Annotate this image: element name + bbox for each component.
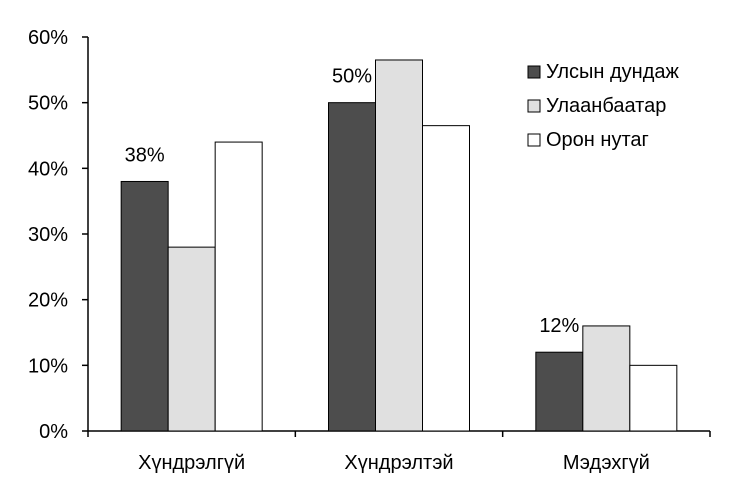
legend: Улсын дундаж Улаанбаатар Орон нутаг [527,61,680,151]
y-tick-label: 30% [28,224,68,246]
bar [375,59,423,432]
data-label: 50% [332,66,372,88]
data-label: 12% [539,315,579,337]
bar [328,102,376,432]
category-label: Мэдэхгүй [563,452,650,474]
bars [120,59,678,432]
category-labels: Хүндрэлгүй Хүндрэлтэй Мэдэхгүй [138,452,650,474]
legend-label: Улаанбаатар [546,95,666,117]
y-tick-label: 10% [28,355,68,377]
bar [214,141,263,432]
y-tick-label: 20% [28,290,68,312]
legend-label: Улсын дундаж [546,61,680,83]
bar [422,125,470,432]
bar [535,351,584,432]
y-tick-label: 0% [39,421,68,443]
bar [167,246,216,432]
category-label: Хүндрэлгүй [138,452,245,474]
y-axis-ticks: 0% 10% 20% 30% 40% 50% 60% [28,27,88,443]
legend-swatch [527,99,541,113]
y-tick-label: 50% [28,93,68,115]
legend-swatch [527,65,541,79]
data-labels: 38% 50% 12% [125,66,580,338]
bar [582,325,631,432]
legend-label: Орон нутаг [546,129,649,151]
bar [120,180,169,432]
y-tick-label: 60% [28,27,68,49]
data-label: 38% [125,144,165,166]
legend-swatch [527,133,541,147]
bar [629,364,678,432]
category-label: Хүндрэлтэй [344,452,453,474]
y-tick-label: 40% [28,158,68,180]
